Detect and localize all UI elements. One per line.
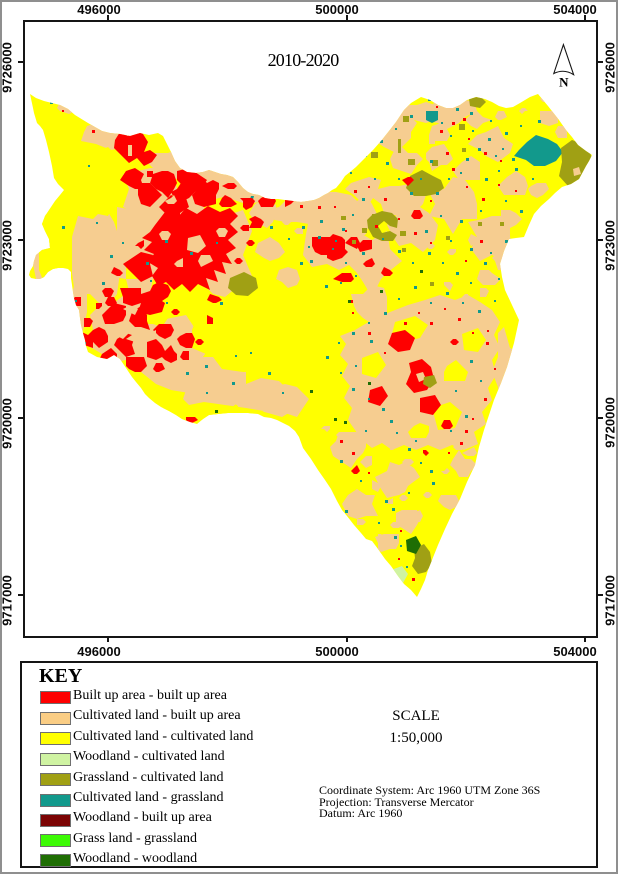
svg-text:N: N — [559, 75, 569, 90]
